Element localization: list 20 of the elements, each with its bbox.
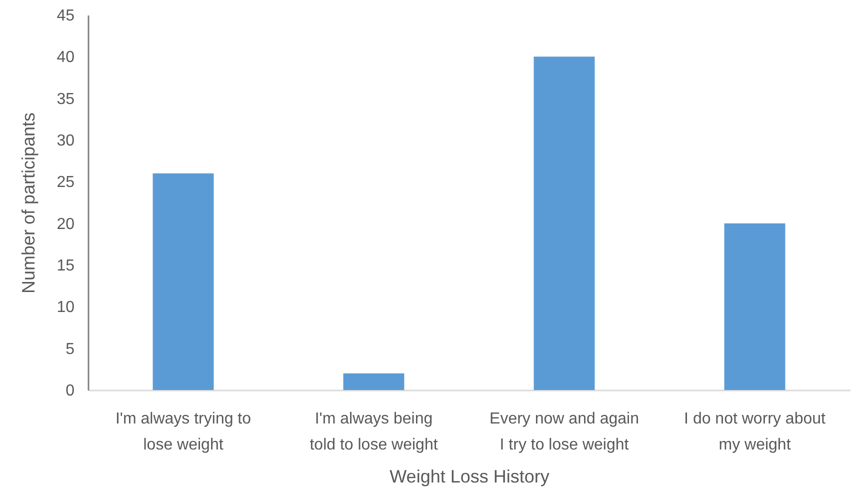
y-tick-label: 40 [56,49,75,66]
x-tick-label: I'm always being told to lose weight [310,410,438,454]
y-tick-label: 30 [56,132,75,150]
x-tick-label: Every now and again I try to lose weight [490,410,639,454]
y-tick-label: 25 [56,174,75,192]
y-tick-label: 0 [66,382,75,400]
bar [152,173,214,390]
x-tick-label: I'm always trying to lose weight [115,410,252,454]
x-tick-label: I do not worry about my weight [684,410,826,454]
x-axis-title: Weight Loss History [390,466,550,486]
y-tick-label: 45 [56,8,75,24]
y-tick-label: 15 [56,258,75,274]
y-tick-label: 5 [66,340,75,358]
bar [343,373,404,390]
y-tick-label: 20 [56,216,75,233]
y-tick-label: 35 [56,90,75,108]
y-axis-title: Number of participants [18,112,39,294]
y-tick-label: 10 [56,299,75,316]
bar [534,56,595,390]
bar [724,223,786,390]
